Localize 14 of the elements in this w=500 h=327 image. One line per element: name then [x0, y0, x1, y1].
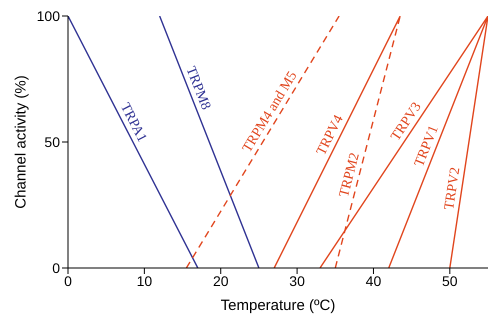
x-tick-label: 30 [289, 272, 306, 289]
text: TRPV2 [442, 166, 464, 211]
x-tick-label: 20 [212, 272, 229, 289]
text: TRPM8 [182, 64, 214, 112]
x-tick-label: 10 [136, 272, 152, 289]
text: TRPM2 [337, 151, 363, 199]
y-tick-label: 0 [52, 260, 60, 276]
y-tick-label: 100 [36, 8, 60, 24]
y-axis-title: Channel activity (%) [12, 75, 30, 209]
y-tick-label: 50 [44, 134, 60, 150]
x-axis-title: Temperature (ºC) [220, 297, 336, 314]
x-tick-label: 40 [366, 272, 382, 289]
x-tick-label: 50 [442, 272, 458, 289]
x-tick-label: 0 [64, 272, 72, 289]
